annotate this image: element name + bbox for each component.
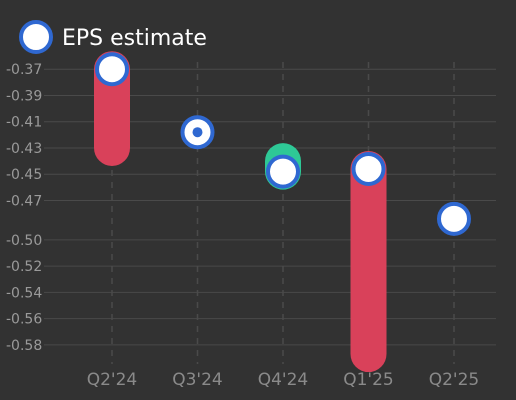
- x-tick-label: Q1'25: [343, 370, 394, 390]
- y-tick-label: -0.47: [6, 193, 42, 209]
- x-axis: Q2'24 Q3'24 Q4'24 Q1'25 Q2'25: [87, 370, 480, 390]
- y-tick-label: -0.37: [6, 62, 42, 78]
- y-axis: -0.37 -0.39 -0.41 -0.43 -0.45 -0.47 -0.50 -0.52…: [6, 62, 42, 354]
- estimate-marker: [437, 201, 471, 236]
- y-tick-label: -0.43: [6, 141, 42, 157]
- x-tick-label: Q3'24: [172, 370, 223, 390]
- y-tick-label: -0.58: [6, 338, 42, 354]
- y-tick-label: -0.54: [6, 285, 42, 301]
- legend-label: EPS estimate: [62, 26, 207, 51]
- estimate-marker: [95, 52, 129, 87]
- markers: [95, 52, 471, 236]
- estimate-marker: [266, 154, 300, 189]
- y-tick-label: -0.52: [6, 259, 42, 275]
- legend: EPS estimate: [19, 20, 207, 54]
- bars: [94, 51, 387, 373]
- miss-bar: [350, 150, 387, 373]
- legend-marker: [19, 20, 53, 54]
- y-tick-label: -0.45: [6, 167, 42, 183]
- y-tick-label: -0.56: [6, 312, 42, 328]
- actual-dot: [192, 127, 203, 138]
- x-tick-label: Q4'24: [258, 370, 309, 390]
- y-tick-label: -0.39: [6, 88, 42, 104]
- y-tick-label: -0.41: [6, 115, 42, 131]
- y-tick-label: -0.50: [6, 233, 42, 249]
- estimate-marker: [351, 151, 386, 186]
- x-tick-label: Q2'24: [87, 370, 138, 390]
- x-tick-label: Q2'25: [429, 370, 480, 390]
